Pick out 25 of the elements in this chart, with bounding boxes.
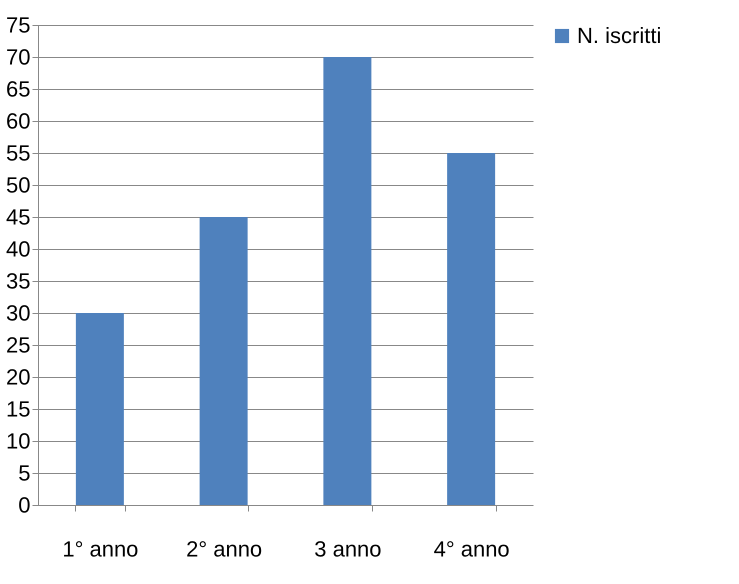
bar: [323, 57, 372, 505]
y-tick-label: 15: [6, 396, 30, 422]
x-tick-label: 2° anno: [186, 536, 262, 562]
y-tick-label: 40: [6, 236, 30, 262]
x-tick-label: 1° anno: [62, 536, 138, 562]
bar: [76, 313, 124, 505]
bar: [447, 153, 496, 505]
y-tick-label: 70: [6, 44, 30, 70]
y-tick-label: 45: [6, 204, 30, 230]
y-tick-label: 50: [6, 172, 30, 198]
y-tick-label: 25: [6, 332, 30, 358]
y-tick-label: 10: [6, 428, 30, 454]
x-tick-label: 3 anno: [314, 536, 382, 562]
y-tick-label: 75: [6, 12, 30, 38]
y-tick-label: 20: [6, 364, 30, 390]
legend-label: N. iscritti: [577, 23, 662, 48]
y-tick-label: 0: [18, 492, 30, 518]
y-tick-label: 60: [6, 108, 30, 134]
y-tick-label: 30: [6, 300, 30, 326]
x-tick-label: 4° anno: [434, 536, 510, 562]
y-tick-label: 5: [18, 460, 30, 486]
bar: [200, 217, 248, 505]
y-tick-label: 55: [6, 140, 30, 166]
y-tick-label: 65: [6, 76, 30, 102]
y-tick-label: 35: [6, 268, 30, 294]
